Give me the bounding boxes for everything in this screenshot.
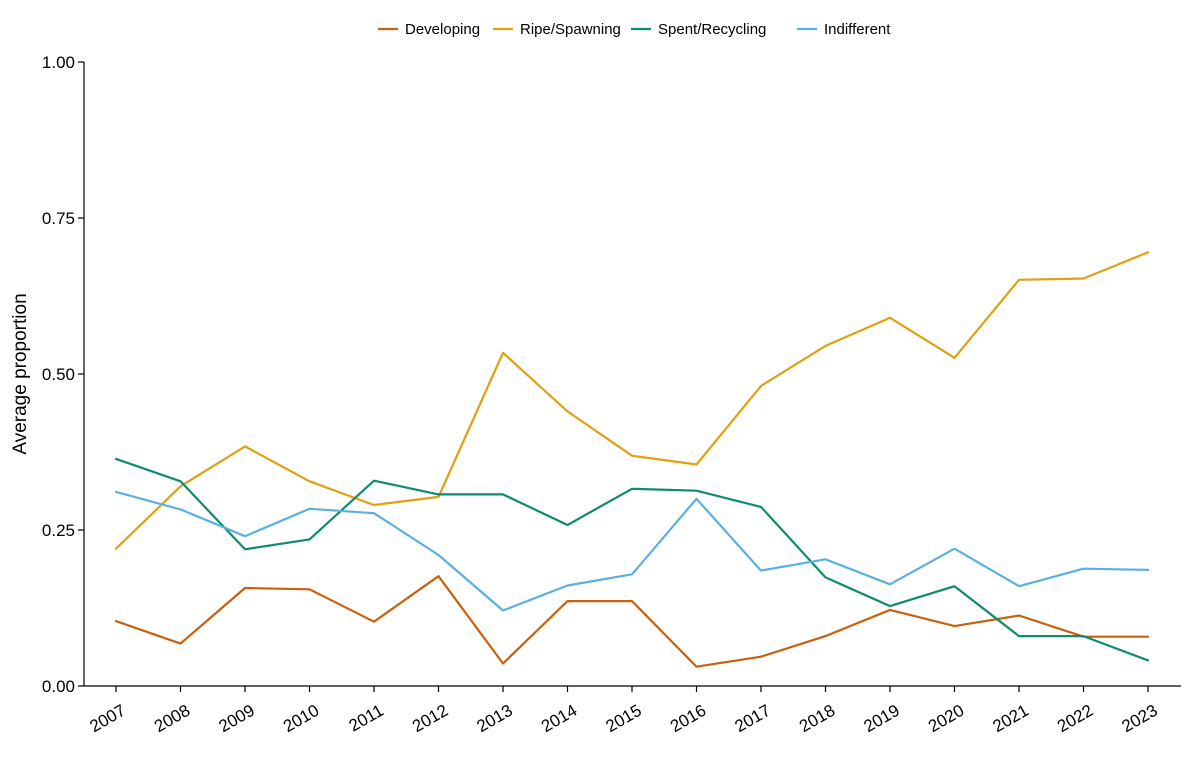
y-tick-label: 0.00 [42,677,75,696]
x-axis: 2007 2008 2009 2010 2011 2012 2013 2014 2015 2016… [84,685,1181,736]
x-tick-label: 2011 [346,701,387,736]
x-tick-label: 2021 [990,701,1032,736]
x-tick-label: 2020 [925,701,967,736]
y-tick-label: 0.75 [42,209,75,228]
x-tick-label: 2017 [732,701,774,736]
legend: Developing Ripe/Spawning Spent/Recycling In… [378,21,891,38]
y-axis-title: Average proportion [10,293,31,454]
x-tick-label: 2019 [861,701,903,736]
x-tick-label: 2022 [1054,701,1096,736]
legend-label: Developing [405,21,480,38]
series-lines [114,251,1150,668]
series-line-ripe-spawning [114,251,1150,550]
x-tick-label: 2013 [474,701,516,736]
x-tick-label: 2023 [1119,701,1161,736]
legend-label: Ripe/Spawning [520,21,621,38]
x-tick-label: 2015 [603,701,645,736]
y-axis: 0.00 0.25 0.50 0.75 1.00 [42,53,85,696]
x-tick-label: 2010 [280,701,322,736]
legend-label: Indifferent [824,21,891,38]
series-line-spent-recycling [114,457,1150,662]
x-tick-label: 2014 [538,701,580,736]
x-tick-label: 2016 [667,701,709,736]
y-tick-label: 1.00 [42,53,75,72]
series-line-developing [114,575,1150,668]
y-tick-label: 0.50 [42,365,75,384]
x-tick-label: 2008 [151,701,193,736]
y-tick-label: 0.25 [42,521,75,540]
series-line-indifferent [114,490,1150,612]
x-tick-label: 2018 [796,701,838,736]
x-tick-label: 2012 [409,701,451,736]
legend-label: Spent/Recycling [658,21,766,38]
x-tick-label: 2009 [216,701,258,736]
x-tick-label: 2007 [87,701,129,736]
